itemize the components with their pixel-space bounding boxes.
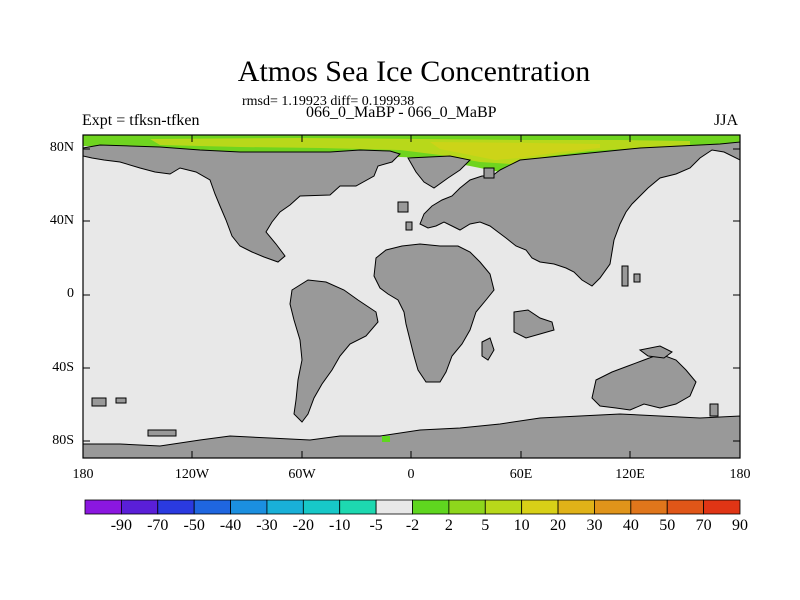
y-tick-80s: 80S xyxy=(52,433,74,448)
colorbar-label: -10 xyxy=(329,517,351,534)
colorbar-label: 30 xyxy=(586,517,603,534)
y-tick-40n: 40N xyxy=(49,213,74,228)
colorbar-swatch xyxy=(630,499,668,515)
colorbar-label: 50 xyxy=(659,517,676,534)
colorbar-swatch xyxy=(484,499,523,515)
colorbar-label: 90 xyxy=(732,517,748,534)
land-antarctica xyxy=(82,413,741,459)
land-island-2 xyxy=(115,397,127,404)
land-masses xyxy=(82,141,741,459)
season-label: JJA xyxy=(714,112,739,129)
colorbar-swatch xyxy=(703,499,741,515)
colorbar-label: 2 xyxy=(444,517,453,534)
colorbar-label: -50 xyxy=(183,517,205,534)
colorbar-swatch xyxy=(84,499,122,515)
colorbar-swatch xyxy=(412,499,450,515)
colorbar-label: -20 xyxy=(292,517,314,534)
colorbar-swatch xyxy=(302,499,341,515)
colorbar-label: -30 xyxy=(256,517,278,534)
land-africa xyxy=(373,243,495,383)
colorbar xyxy=(84,499,741,515)
colorbar-swatch xyxy=(157,499,195,515)
x-tick-60e: 60E xyxy=(509,467,533,482)
land-island-3 xyxy=(147,429,177,437)
land-maritime-asia xyxy=(513,309,555,339)
colorbar-swatch xyxy=(120,499,159,515)
colorbar-label: 5 xyxy=(481,517,490,534)
colorbar-swatch xyxy=(230,499,268,515)
colorbar-label: 10 xyxy=(513,517,530,534)
x-tick-120e: 120E xyxy=(615,467,645,482)
colorbar-swatch xyxy=(557,499,595,515)
land-island-6 xyxy=(709,403,719,417)
colorbar-label: -5 xyxy=(369,517,383,534)
colorbar-swatch xyxy=(666,499,705,515)
colorbar-label: 40 xyxy=(622,517,639,534)
x-tick-120w: 120W xyxy=(174,467,210,482)
land-madagascar xyxy=(481,337,495,361)
land-island-1 xyxy=(91,397,107,407)
arctic-ice-anomaly xyxy=(83,135,740,172)
colorbar-swatch xyxy=(193,499,231,515)
x-tick-0: 0 xyxy=(407,467,415,482)
colorbar-label: -40 xyxy=(219,517,242,534)
land-new-guinea xyxy=(638,345,673,359)
colorbar-swatch xyxy=(448,499,486,515)
y-tick-0: 0 xyxy=(67,286,74,301)
colorbar-label: -70 xyxy=(147,517,169,534)
colorbar-swatch xyxy=(594,499,632,515)
colorbar-label: 20 xyxy=(550,517,567,534)
land-island-9 xyxy=(483,167,495,179)
colorbar-swatch xyxy=(521,499,559,515)
periods-text: 066_0_MaBP - 066_0_MaBP xyxy=(306,104,497,121)
colorbar-label: -90 xyxy=(110,517,133,534)
y-tick-40s: 40S xyxy=(52,360,74,375)
x-tick-60w: 60W xyxy=(288,467,316,482)
colorbar-swatch xyxy=(375,499,413,515)
land-eurasia xyxy=(419,141,741,287)
land-island-5 xyxy=(633,273,641,283)
land-greenland xyxy=(407,155,472,189)
colorbar-label: -2 xyxy=(405,517,420,534)
land-north-america xyxy=(82,144,401,263)
colorbar-label: 70 xyxy=(695,517,712,534)
land-island-8 xyxy=(405,221,413,231)
x-tick-180w: 180 xyxy=(72,467,94,482)
antarctic-ice-anomaly xyxy=(382,436,390,442)
land-australia xyxy=(591,353,697,411)
colorbar-swatch xyxy=(339,499,377,515)
land-island-4 xyxy=(621,265,629,287)
chart-title: Atmos Sea Ice Concentration xyxy=(237,55,591,88)
y-tick-80n: 80N xyxy=(49,140,74,155)
axis-ticks xyxy=(83,135,740,458)
land-island-7 xyxy=(397,201,409,213)
experiment-label: Expt = tfksn-tfken xyxy=(82,112,200,129)
colorbar-swatch xyxy=(266,499,304,515)
stats-text: rmsd= 1.19923 diff= 0.199938 xyxy=(242,94,415,109)
x-tick-180e: 180 xyxy=(729,467,751,482)
land-south-america xyxy=(289,279,379,423)
